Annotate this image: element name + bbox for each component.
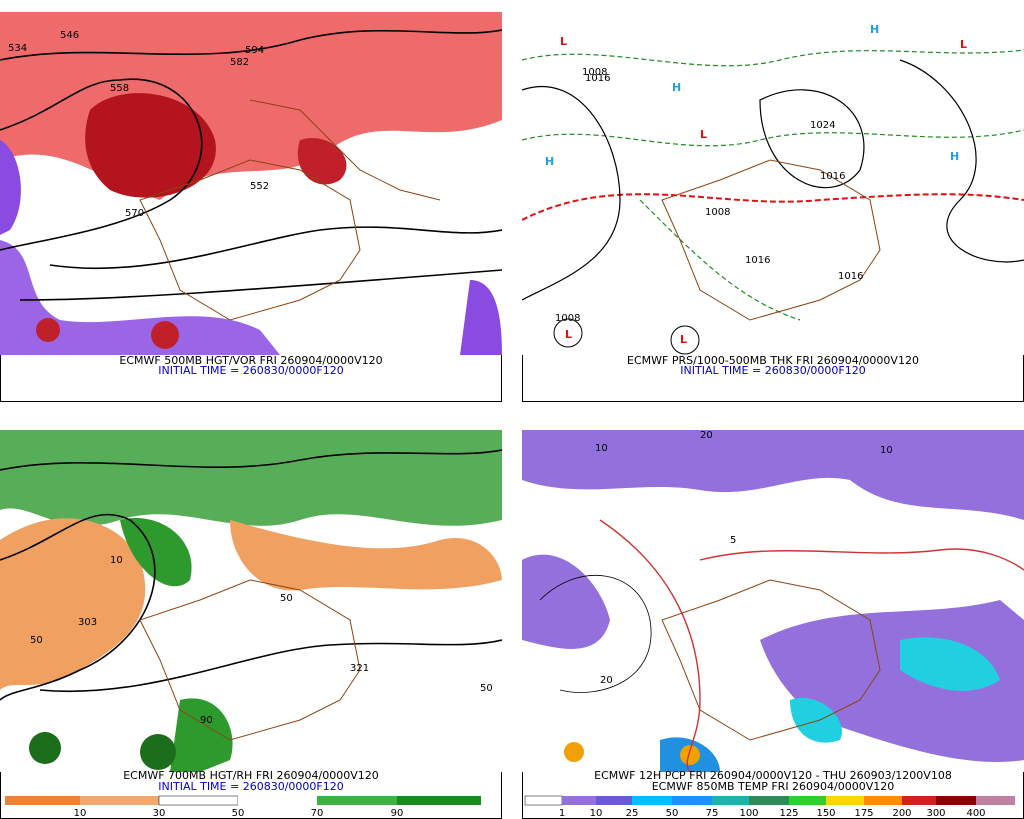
colorbar <box>5 795 481 806</box>
contour-label: 582 <box>230 57 249 68</box>
contour-label: 1016 <box>820 171 845 182</box>
contour-label: 10 <box>110 555 123 566</box>
contour-label: 303 <box>78 617 97 628</box>
low-marker: L <box>560 35 567 48</box>
panel-caption: ECMWF 12H PCP FRI 260904/0000V120 - THU … <box>594 769 952 782</box>
low-marker: L <box>565 328 572 341</box>
colorbar-label: 10 <box>74 808 87 819</box>
panel-caption: ECMWF 700MB HGT/RH FRI 260904/0000V120 <box>123 769 379 782</box>
map: L L L L L H H H H <box>522 12 1024 355</box>
contour-label: 10 <box>595 443 608 454</box>
contour-label: 321 <box>350 663 369 674</box>
colorbar-label: 300 <box>926 808 945 819</box>
colorbar-label: 150 <box>816 808 835 819</box>
panel-caption: ECMWF 850MB TEMP FRI 260904/0000V120 <box>652 780 895 793</box>
contour-label: 1016 <box>745 255 770 266</box>
contour-label: 50 <box>30 635 43 646</box>
low-marker: L <box>680 333 687 346</box>
low-marker: L <box>960 38 967 51</box>
high-marker: H <box>672 81 681 94</box>
contour-label: 570 <box>125 208 144 219</box>
contour-label: 1008 <box>582 67 607 78</box>
contour-label: 1024 <box>810 120 835 131</box>
panel-caption: ECMWF PRS/1000-500MB THK FRI 260904/0000… <box>627 354 919 367</box>
map <box>0 430 502 772</box>
colorbar-label: 10 <box>590 808 603 819</box>
colorbar-label: 175 <box>854 808 873 819</box>
contour-label: 594 <box>245 45 264 56</box>
colorbar <box>524 795 1015 806</box>
colorbar-label: 1 <box>559 808 565 819</box>
colorbar-label: 100 <box>739 808 758 819</box>
colorbar-label: 30 <box>153 808 166 819</box>
contour-label: 10 <box>880 445 893 456</box>
colorbar-label: 50 <box>666 808 679 819</box>
colorbar-label: 90 <box>391 808 404 819</box>
contour-label: 50 <box>280 593 293 604</box>
colorbar-label: 125 <box>779 808 798 819</box>
colorbar-label: 200 <box>892 808 911 819</box>
initial-time: INITIAL TIME = 260830/0000F120 <box>158 364 343 377</box>
map <box>522 430 1024 772</box>
colorbar-label: 70 <box>311 808 324 819</box>
colorbar-label: 50 <box>232 808 245 819</box>
colorbar-label: 25 <box>626 808 639 819</box>
low-marker: L <box>700 128 707 141</box>
colorbar-label: 75 <box>706 808 719 819</box>
contour-label: 1008 <box>555 313 580 324</box>
high-marker: H <box>545 155 554 168</box>
contour-label: 20 <box>600 675 613 686</box>
contour-label: 1008 <box>705 207 730 218</box>
initial-time: INITIAL TIME = 260830/0000F120 <box>680 364 865 377</box>
contour-label: 50 <box>480 683 493 694</box>
contour-label: 1016 <box>838 271 863 282</box>
high-marker: H <box>950 150 959 163</box>
contour-label: 90 <box>200 715 213 726</box>
contour-label: 546 <box>60 30 79 41</box>
contour-label: 1016 <box>585 73 610 84</box>
contour-label: 552 <box>250 181 269 192</box>
contour-label: 20 <box>700 430 713 441</box>
high-marker: H <box>870 23 879 36</box>
panel-caption: ECMWF 500MB HGT/VOR FRI 260904/0000V120 <box>119 354 382 367</box>
colorbar-label: 400 <box>966 808 985 819</box>
contour-label: 558 <box>110 83 129 94</box>
contour-label: 5 <box>730 535 736 546</box>
map <box>0 12 502 355</box>
initial-time: INITIAL TIME = 260830/0000F120 <box>158 780 343 793</box>
contour-label: 534 <box>8 43 27 54</box>
